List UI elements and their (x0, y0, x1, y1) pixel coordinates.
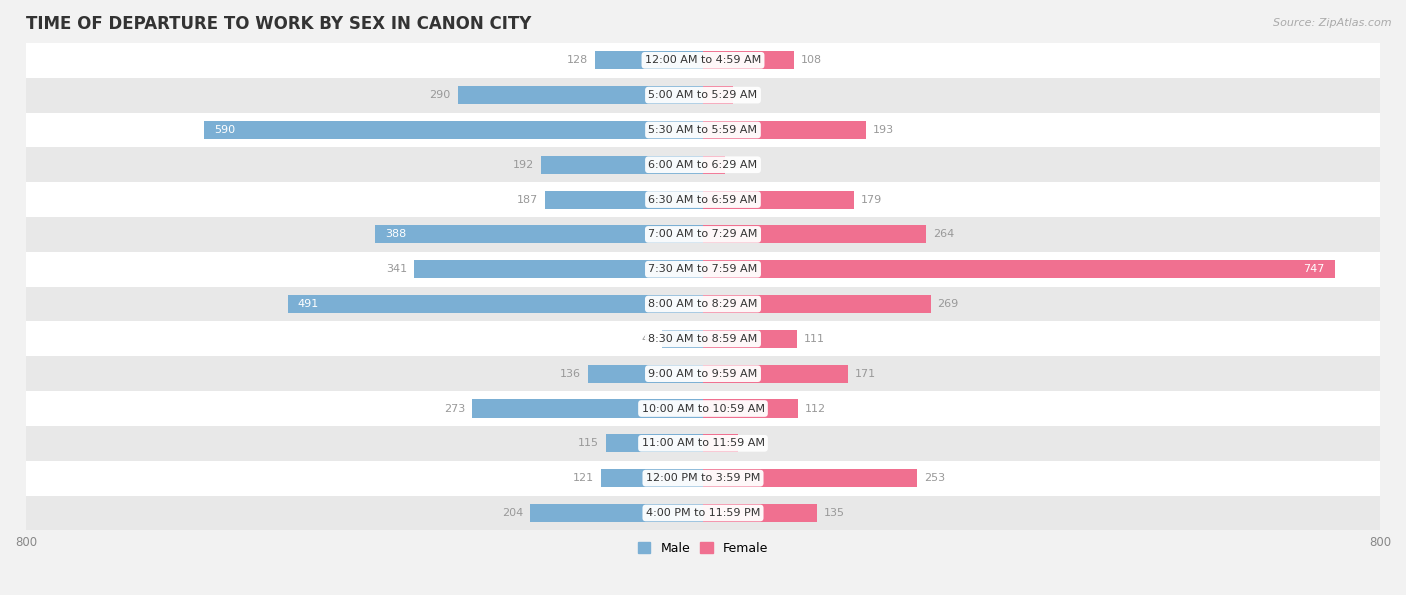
Bar (703, 469, 917, 487)
Bar (27, 321, 1379, 356)
Bar (27, 356, 1379, 391)
Bar (27, 252, 1379, 287)
Bar (703, 51, 794, 70)
Text: 171: 171 (855, 369, 876, 378)
Bar (27, 217, 1379, 252)
Text: 135: 135 (824, 508, 845, 518)
Text: 4:00 PM to 11:59 PM: 4:00 PM to 11:59 PM (645, 508, 761, 518)
Text: 9:00 AM to 9:59 AM: 9:00 AM to 9:59 AM (648, 369, 758, 378)
Bar (27, 426, 1379, 461)
Bar (703, 86, 734, 104)
Text: 290: 290 (430, 90, 451, 100)
Bar (703, 399, 797, 418)
Bar (27, 182, 1379, 217)
Bar (472, 399, 703, 418)
Text: 192: 192 (513, 160, 534, 170)
Text: 36: 36 (740, 90, 754, 100)
Bar (457, 86, 703, 104)
Text: 7:00 AM to 7:29 AM: 7:00 AM to 7:29 AM (648, 230, 758, 239)
Bar (27, 461, 1379, 496)
Text: 253: 253 (924, 473, 945, 483)
Text: 264: 264 (934, 230, 955, 239)
Text: Source: ZipAtlas.com: Source: ZipAtlas.com (1274, 18, 1392, 28)
Bar (703, 226, 927, 243)
Bar (540, 156, 703, 174)
Text: 269: 269 (938, 299, 959, 309)
Text: 204: 204 (502, 508, 523, 518)
Bar (27, 496, 1379, 530)
Bar (27, 287, 1379, 321)
Text: 590: 590 (214, 125, 235, 135)
Bar (595, 51, 703, 70)
Text: 5:30 AM to 5:59 AM: 5:30 AM to 5:59 AM (648, 125, 758, 135)
Bar (662, 330, 703, 348)
Text: 747: 747 (1303, 264, 1324, 274)
Bar (703, 504, 817, 522)
Bar (703, 121, 866, 139)
Text: 388: 388 (385, 230, 406, 239)
Bar (27, 112, 1379, 148)
Bar (703, 330, 797, 348)
Text: 41: 41 (744, 439, 759, 448)
Text: 128: 128 (567, 55, 588, 65)
Text: 7:30 AM to 7:59 AM: 7:30 AM to 7:59 AM (648, 264, 758, 274)
Text: 112: 112 (804, 403, 825, 414)
Text: 26: 26 (731, 160, 747, 170)
Text: 5:00 AM to 5:29 AM: 5:00 AM to 5:29 AM (648, 90, 758, 100)
Text: TIME OF DEPARTURE TO WORK BY SEX IN CANON CITY: TIME OF DEPARTURE TO WORK BY SEX IN CANO… (27, 15, 531, 33)
Bar (288, 295, 703, 313)
Text: 8:30 AM to 8:59 AM: 8:30 AM to 8:59 AM (648, 334, 758, 344)
Text: 10:00 AM to 10:59 AM: 10:00 AM to 10:59 AM (641, 403, 765, 414)
Text: 48: 48 (641, 334, 655, 344)
Text: 193: 193 (873, 125, 894, 135)
Text: 115: 115 (578, 439, 599, 448)
Text: 11:00 AM to 11:59 AM: 11:00 AM to 11:59 AM (641, 439, 765, 448)
Bar (588, 365, 703, 383)
Bar (27, 78, 1379, 112)
Text: 12:00 AM to 4:59 AM: 12:00 AM to 4:59 AM (645, 55, 761, 65)
Bar (544, 190, 703, 209)
Bar (27, 391, 1379, 426)
Legend: Male, Female: Male, Female (634, 538, 772, 558)
Bar (703, 295, 931, 313)
Text: 111: 111 (804, 334, 825, 344)
Text: 273: 273 (444, 403, 465, 414)
Text: 179: 179 (862, 195, 883, 205)
Bar (703, 434, 738, 452)
Bar (530, 504, 703, 522)
Bar (703, 156, 725, 174)
Bar (27, 148, 1379, 182)
Text: 6:00 AM to 6:29 AM: 6:00 AM to 6:29 AM (648, 160, 758, 170)
Text: 341: 341 (387, 264, 408, 274)
Bar (703, 365, 848, 383)
Text: 12:00 PM to 3:59 PM: 12:00 PM to 3:59 PM (645, 473, 761, 483)
Text: 6:30 AM to 6:59 AM: 6:30 AM to 6:59 AM (648, 195, 758, 205)
Text: 108: 108 (801, 55, 823, 65)
Bar (606, 434, 703, 452)
Bar (703, 260, 1336, 278)
Bar (600, 469, 703, 487)
Text: 187: 187 (517, 195, 538, 205)
Text: 121: 121 (572, 473, 593, 483)
Bar (415, 260, 703, 278)
Text: 8:00 AM to 8:29 AM: 8:00 AM to 8:29 AM (648, 299, 758, 309)
Bar (374, 226, 703, 243)
Text: 491: 491 (298, 299, 319, 309)
Bar (27, 43, 1379, 78)
Text: 136: 136 (560, 369, 581, 378)
Bar (204, 121, 703, 139)
Bar (703, 190, 855, 209)
